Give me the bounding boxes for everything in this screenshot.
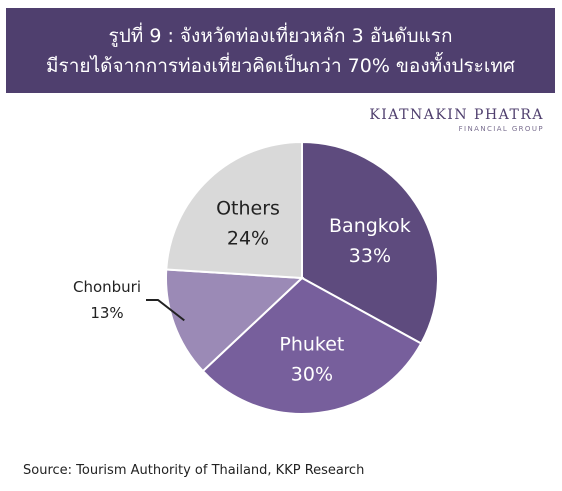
title-line-2: มีรายได้จากการท่องเที่ยวคิดเป็นกว่า 70% …: [46, 54, 515, 77]
leader-line-chonburi: [146, 299, 185, 322]
slice-label-bangkok: Bangkok: [329, 215, 411, 237]
slice-value-phuket: 30%: [291, 363, 333, 385]
pie-slice-phuket: [201, 276, 423, 415]
pie-slice-chonburi: [165, 268, 305, 373]
slice-label-phuket: Phuket: [279, 333, 344, 355]
pie-slice-others: [165, 140, 303, 280]
brand-name: KIATNAKIN PHATRA: [369, 107, 544, 123]
title-banner: รูปที่ 9 : จังหวัดท่องเที่ยวหลัก 3 อันดั…: [6, 8, 555, 93]
brand-subtitle: FINANCIAL GROUP: [458, 125, 544, 133]
slice-label-chonburi: Chonburi: [73, 278, 141, 296]
slice-value-chonburi: 13%: [90, 304, 123, 322]
slice-label-others: Others: [216, 197, 280, 219]
slice-value-bangkok: 33%: [349, 245, 391, 267]
pie-slice-bangkok: [301, 140, 439, 345]
slice-value-others: 24%: [227, 227, 269, 249]
brand-logo: KIATNAKIN PHATRA FINANCIAL GROUP: [369, 107, 544, 133]
title-line-1: รูปที่ 9 : จังหวัดท่องเที่ยวหลัก 3 อันดั…: [108, 24, 453, 47]
source-note: Source: Tourism Authority of Thailand, K…: [23, 463, 365, 478]
